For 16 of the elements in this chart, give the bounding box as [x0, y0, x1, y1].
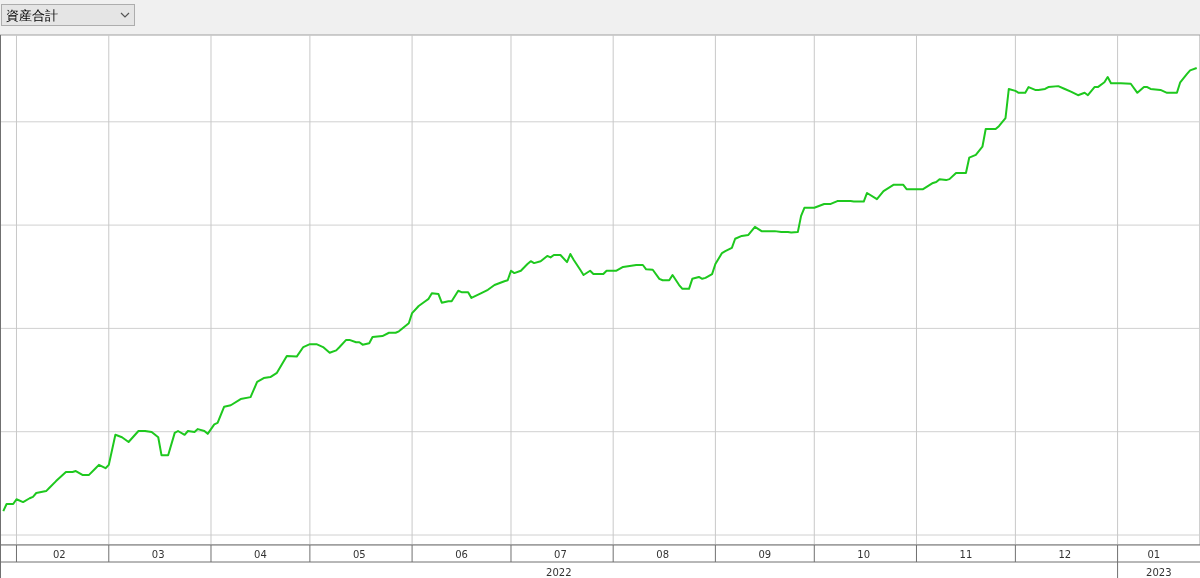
x-tick-label: 02	[52, 549, 66, 560]
text: 2022	[546, 567, 572, 578]
x-tick-label: 04	[254, 549, 267, 560]
x-tick-label: 01	[1147, 549, 1161, 560]
x-tick-label: 05	[352, 549, 366, 560]
x-tick-label: 11	[959, 549, 973, 560]
x-tick-label: 03	[151, 549, 165, 560]
chart-title: 資産合計	[6, 8, 58, 23]
x-tick-label: 06	[455, 549, 468, 560]
x-tick-label: 08	[656, 549, 669, 560]
x-tick-label: 12	[1058, 549, 1072, 560]
x-tick-label: 07	[554, 549, 567, 560]
x-tick-label: 09	[758, 549, 772, 560]
dropdown-field: 資産合計	[1, 4, 135, 26]
x-tick-label: 10	[857, 549, 871, 560]
text: 2023	[1146, 567, 1172, 578]
